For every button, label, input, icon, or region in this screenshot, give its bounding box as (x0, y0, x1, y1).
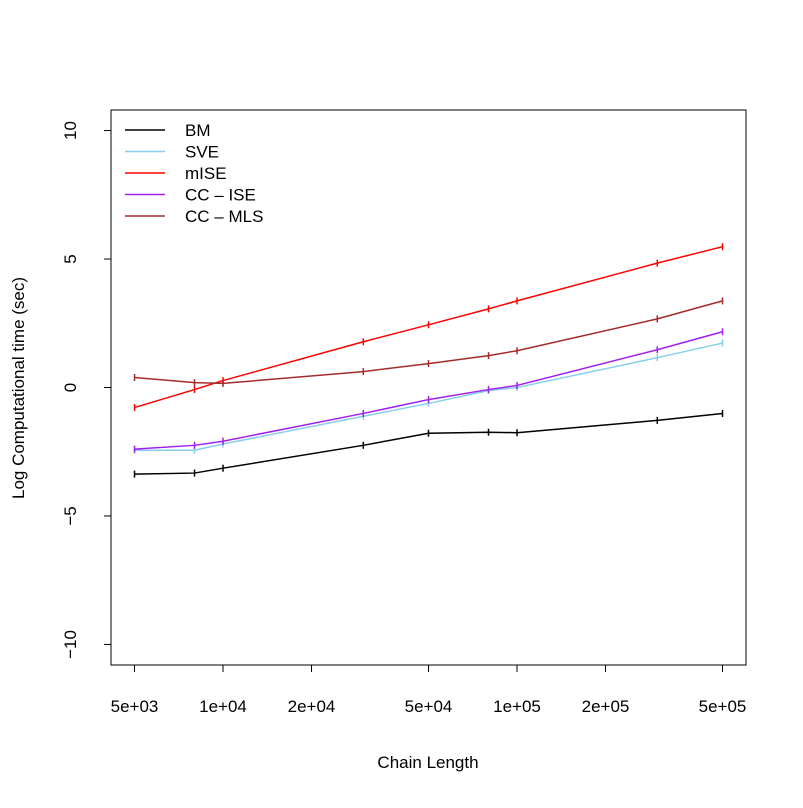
x-tick-label: 1e+04 (199, 697, 247, 716)
legend-label: CC – MLS (185, 207, 263, 226)
x-tick-label: 5e+03 (111, 697, 159, 716)
y-tick-label: −5 (61, 506, 80, 525)
legend-label: mISE (185, 164, 227, 183)
x-tick-label: 2e+05 (582, 697, 630, 716)
series-line (134, 300, 723, 385)
y-tick-label: 10 (61, 121, 80, 140)
legend-label: CC – ISE (185, 186, 256, 205)
x-tick-label: 1e+05 (493, 697, 541, 716)
y-axis-label: Log Computational time (sec) (9, 277, 28, 499)
x-tick-label: 2e+04 (288, 697, 336, 716)
y-tick-label: 5 (61, 254, 80, 263)
legend-label: SVE (185, 143, 219, 162)
x-tick-label: 5e+04 (405, 697, 453, 716)
legend-label: BM (185, 121, 211, 140)
y-tick-label: 0 (61, 383, 80, 392)
x-axis-label: Chain Length (377, 753, 478, 772)
x-tick-label: 5e+05 (699, 697, 747, 716)
y-tick-label: −10 (61, 630, 80, 659)
